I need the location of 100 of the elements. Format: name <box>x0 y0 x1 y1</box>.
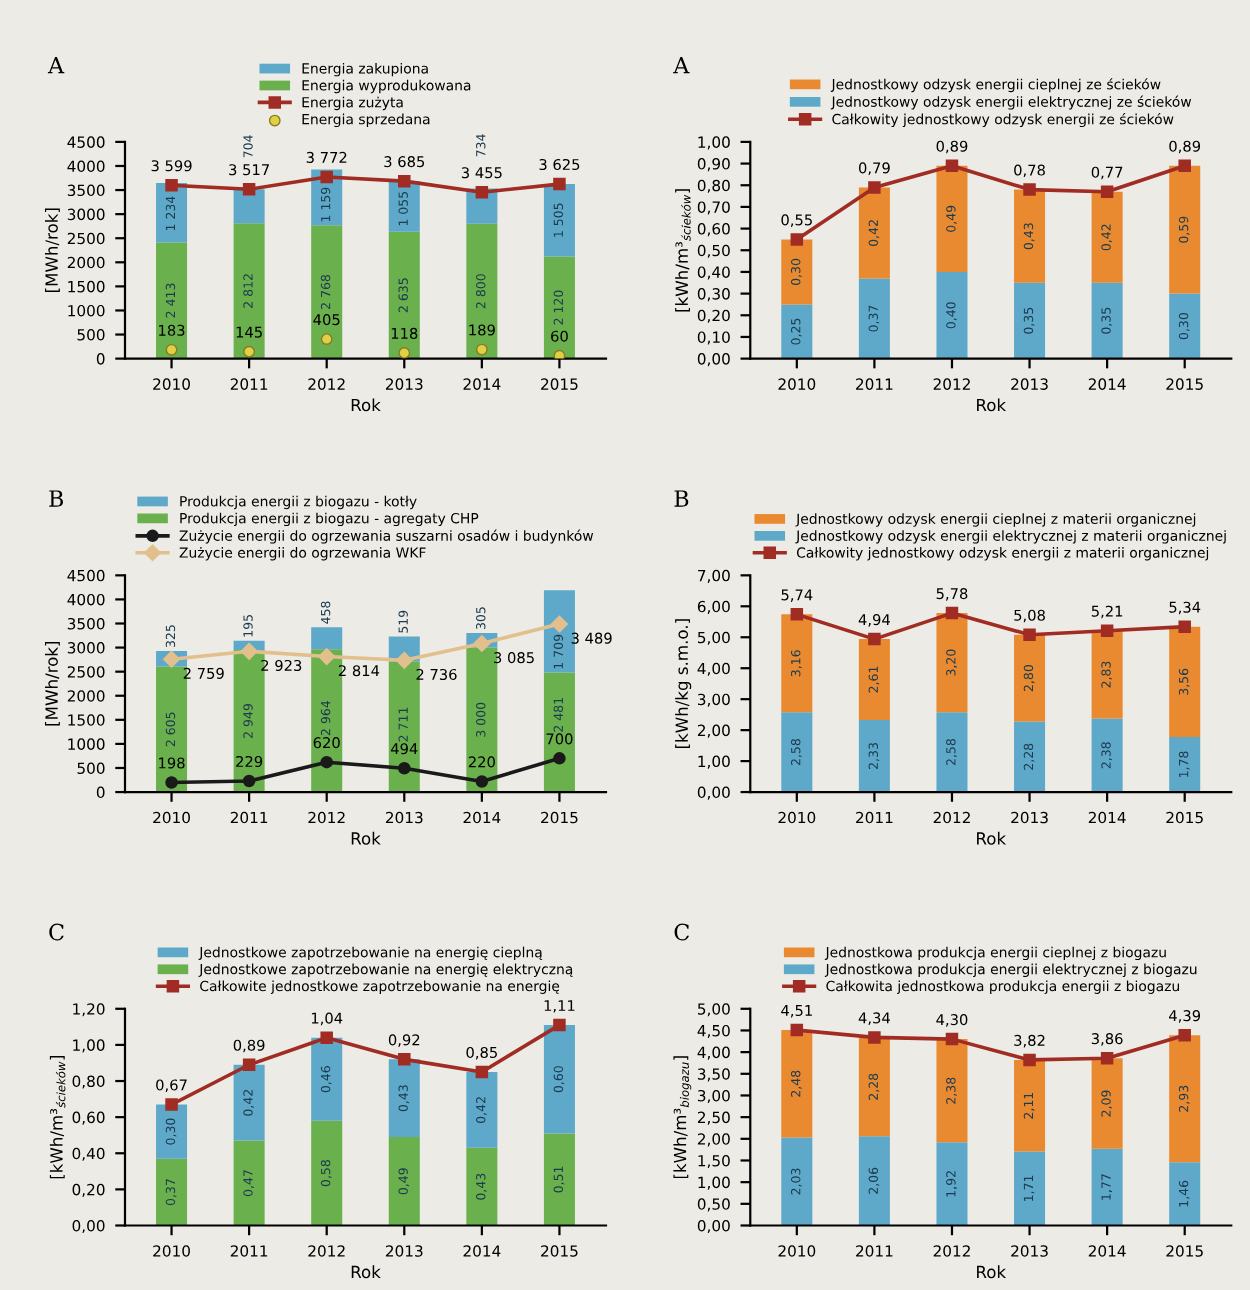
point <box>553 177 566 191</box>
bar <box>311 627 343 650</box>
point <box>165 179 178 192</box>
bar <box>233 189 265 224</box>
y-axis-title: [kWh/m³$_{biogazu}$] <box>673 1056 692 1179</box>
bar <box>466 1147 498 1226</box>
bar <box>781 1137 813 1226</box>
point <box>243 345 256 358</box>
bar <box>233 650 265 793</box>
bar <box>936 712 968 793</box>
y-axis-title: [MWh/rok] <box>44 208 60 293</box>
point <box>475 775 489 788</box>
bar <box>543 1133 575 1226</box>
bar <box>466 223 498 359</box>
y-axis-title: [kWh/m³$_{ścieków}$] <box>49 1056 66 1179</box>
bar <box>781 712 813 793</box>
bar <box>1014 1151 1046 1226</box>
point <box>1178 159 1191 172</box>
bar <box>1169 736 1201 793</box>
chart-title: B <box>674 490 689 507</box>
point <box>553 1018 566 1032</box>
bar <box>388 1059 420 1138</box>
bar <box>388 661 420 793</box>
bar <box>1169 1162 1201 1226</box>
point <box>1100 185 1114 198</box>
point <box>165 776 178 789</box>
bar <box>1091 1058 1123 1149</box>
bar <box>156 1104 188 1159</box>
point <box>242 774 256 788</box>
point <box>790 233 804 246</box>
point <box>1100 624 1114 638</box>
bar <box>311 1120 343 1226</box>
bar <box>936 1142 968 1226</box>
chart-title: C <box>674 923 689 941</box>
bar <box>936 1039 968 1143</box>
chart-title: A <box>47 57 65 74</box>
bar <box>156 666 188 793</box>
point <box>473 635 491 652</box>
bar <box>543 256 575 359</box>
bar <box>1014 282 1046 359</box>
y-axis-title: [kWh/m³$_{ścieków}$] <box>675 189 691 312</box>
x-axis-title: Rok <box>351 1265 381 1279</box>
x-axis-title: Rok <box>351 831 381 845</box>
bar <box>466 647 498 793</box>
bar <box>858 278 890 359</box>
point <box>790 608 804 621</box>
point <box>240 643 258 660</box>
point <box>320 333 333 346</box>
bar <box>1014 721 1046 793</box>
point <box>398 174 411 188</box>
point <box>475 343 488 356</box>
point <box>1023 1053 1036 1067</box>
point <box>1100 1051 1114 1065</box>
bar <box>543 184 575 257</box>
point <box>396 652 413 669</box>
point <box>945 1032 959 1046</box>
bar <box>781 304 813 359</box>
point <box>790 1023 804 1037</box>
bar <box>466 1071 498 1148</box>
point <box>242 1058 256 1072</box>
point <box>242 182 256 196</box>
x-axis-title: Rok <box>977 831 1007 845</box>
bar <box>1091 718 1123 793</box>
point <box>553 349 566 359</box>
x-axis-title: Rok <box>977 1265 1007 1279</box>
bar <box>1014 1059 1046 1152</box>
bar <box>543 672 575 793</box>
point <box>1023 628 1036 642</box>
point <box>475 185 489 199</box>
point <box>945 606 959 620</box>
bar <box>781 1030 813 1138</box>
point <box>1178 620 1191 633</box>
point <box>1023 183 1036 196</box>
bar <box>1014 634 1046 722</box>
bar <box>936 613 968 713</box>
point <box>868 1031 881 1044</box>
bar <box>858 1037 890 1137</box>
bar <box>936 271 968 359</box>
bar <box>1091 191 1123 283</box>
y-axis-title: [MWh/rok] <box>44 641 60 726</box>
point <box>165 1098 178 1111</box>
bar <box>1169 626 1201 737</box>
point <box>551 615 568 633</box>
point <box>320 755 333 769</box>
bar <box>233 1140 265 1226</box>
bar <box>233 223 265 359</box>
bar <box>156 1158 188 1226</box>
y-axis-title: [kWh/kg s.m.o.] <box>675 619 692 749</box>
point <box>475 1065 489 1079</box>
bar <box>311 1037 343 1121</box>
x-axis-title: Rok <box>351 398 381 412</box>
point <box>165 343 178 356</box>
point <box>398 347 411 359</box>
bar <box>1091 1148 1123 1226</box>
point <box>398 1053 411 1066</box>
bar <box>858 1136 890 1226</box>
bar <box>1169 1035 1201 1163</box>
bar <box>311 225 343 359</box>
bar <box>156 242 188 359</box>
chart-title: C <box>49 923 64 941</box>
